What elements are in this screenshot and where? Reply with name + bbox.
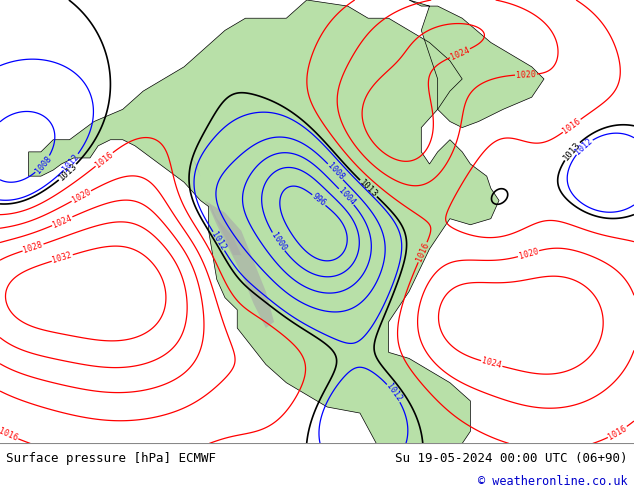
Text: 1013: 1013 <box>358 178 379 199</box>
Text: 1000: 1000 <box>269 231 288 253</box>
Text: 1016: 1016 <box>561 116 583 135</box>
Text: 1012: 1012 <box>61 152 81 173</box>
Text: 1013: 1013 <box>561 140 582 162</box>
Text: 1020: 1020 <box>518 246 540 261</box>
Text: Surface pressure [hPa] ECMWF: Surface pressure [hPa] ECMWF <box>6 452 216 466</box>
Text: Su 19-05-2024 00:00 UTC (06+90): Su 19-05-2024 00:00 UTC (06+90) <box>395 452 628 466</box>
Text: 1016: 1016 <box>415 241 430 263</box>
Text: 996: 996 <box>310 192 328 208</box>
Text: 1024: 1024 <box>481 357 503 370</box>
Polygon shape <box>205 200 274 328</box>
Text: © weatheronline.co.uk: © weatheronline.co.uk <box>478 475 628 488</box>
Text: 1020: 1020 <box>516 70 536 79</box>
Text: 1032: 1032 <box>51 251 73 265</box>
Text: 1024: 1024 <box>449 45 471 61</box>
Text: 1008: 1008 <box>33 154 53 175</box>
Text: 1016: 1016 <box>607 423 628 441</box>
Text: 1020: 1020 <box>70 187 93 205</box>
Text: 1012: 1012 <box>384 382 403 404</box>
Text: 1028: 1028 <box>22 240 44 255</box>
Text: 1024: 1024 <box>51 213 73 229</box>
Text: 1013: 1013 <box>56 162 79 183</box>
Polygon shape <box>29 0 499 443</box>
Polygon shape <box>409 0 544 127</box>
Text: 1012: 1012 <box>574 137 594 157</box>
Text: 1016: 1016 <box>0 426 19 443</box>
Text: 1004: 1004 <box>337 186 356 207</box>
Polygon shape <box>192 158 242 255</box>
Text: 1008: 1008 <box>325 161 346 182</box>
Text: 1016: 1016 <box>94 149 115 169</box>
Text: 1012: 1012 <box>210 230 228 252</box>
